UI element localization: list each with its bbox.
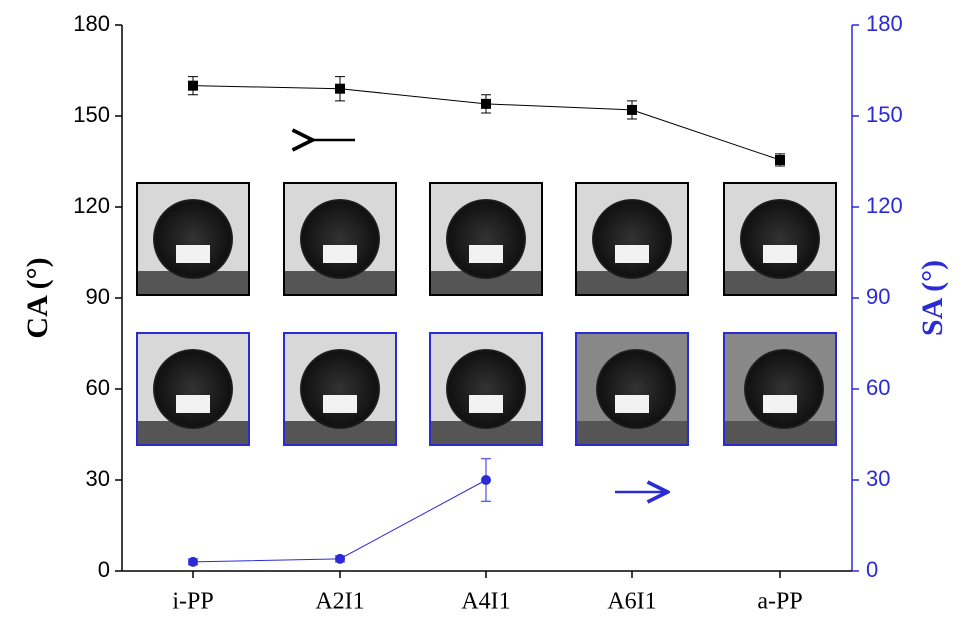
droplet [300, 349, 380, 429]
marker [481, 99, 491, 109]
y2-tick-label: 0 [866, 557, 878, 582]
series-line [193, 480, 486, 562]
droplet [446, 199, 526, 279]
y2-tick-label: 30 [866, 466, 890, 491]
droplet-image [430, 183, 542, 295]
y2-tick-label: 150 [866, 102, 903, 127]
droplet [596, 349, 676, 429]
y2-tick-label: 180 [866, 11, 903, 36]
marker [335, 554, 345, 564]
marker [188, 557, 198, 567]
y-tick-label: 30 [86, 466, 110, 491]
droplet-image [137, 183, 249, 295]
highlight [176, 245, 210, 263]
highlight [323, 245, 357, 263]
highlight [176, 395, 210, 413]
marker [481, 475, 491, 485]
x-tick-label: A2I1 [315, 589, 364, 615]
droplet [300, 199, 380, 279]
marker [775, 155, 785, 165]
droplet-image [576, 183, 688, 295]
droplet-image [284, 333, 396, 445]
y2-axis-label: SA (°) [916, 260, 949, 336]
x-tick-label: a-PP [757, 589, 802, 615]
page: {"chart_data": {"type": "line", "categor… [0, 0, 970, 633]
droplet-image [576, 333, 688, 445]
highlight [615, 245, 649, 263]
highlight [615, 395, 649, 413]
droplet [740, 199, 820, 279]
marker [188, 81, 198, 91]
y2-tick-label: 90 [866, 284, 890, 309]
y-tick-label: 60 [86, 375, 110, 400]
marker [335, 84, 345, 94]
y-axis-label: CA (°) [21, 257, 54, 338]
droplet-image [724, 183, 836, 295]
x-tick-label: A4I1 [461, 589, 510, 615]
y-tick-label: 90 [86, 284, 110, 309]
y2-tick-label: 120 [866, 193, 903, 218]
droplet-image [724, 333, 836, 445]
x-tick-label: A6I1 [607, 589, 656, 615]
droplet-image [430, 333, 542, 445]
marker [627, 105, 637, 115]
droplet [446, 349, 526, 429]
y-tick-label: 180 [73, 11, 110, 36]
chart: CA (°) SA (°) 0 30 60 90 120 150 180 0 30 60 90 120… [0, 0, 970, 628]
highlight [469, 245, 503, 263]
highlight [763, 395, 797, 413]
droplet [153, 349, 233, 429]
y2-tick-label: 60 [866, 375, 890, 400]
x-tick-label: i-PP [172, 589, 213, 615]
droplet-image [137, 333, 249, 445]
droplet [592, 199, 672, 279]
droplet [153, 199, 233, 279]
droplet [744, 349, 824, 429]
y-tick-label: 120 [73, 193, 110, 218]
highlight [323, 395, 357, 413]
y-tick-label: 150 [73, 102, 110, 127]
y-tick-label: 0 [98, 557, 110, 582]
highlight [469, 395, 503, 413]
highlight [763, 245, 797, 263]
droplet-image [284, 183, 396, 295]
